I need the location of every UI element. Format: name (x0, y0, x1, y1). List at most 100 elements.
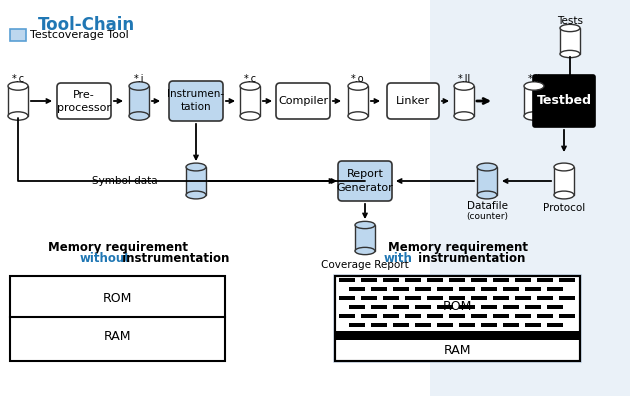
Bar (240, 86, 260, 116)
Bar (481, 323, 497, 327)
Bar (525, 323, 541, 327)
Ellipse shape (355, 248, 375, 255)
Bar (493, 314, 509, 318)
Bar (449, 278, 465, 282)
FancyBboxPatch shape (169, 81, 223, 121)
Bar (349, 323, 365, 327)
Bar (437, 323, 453, 327)
Ellipse shape (129, 82, 149, 90)
Bar (459, 305, 475, 309)
Text: without: without (80, 251, 131, 265)
Text: *.c: *.c (11, 74, 25, 84)
Bar (560, 28, 580, 54)
Text: *.c: *.c (243, 74, 256, 84)
Text: Report: Report (346, 169, 384, 179)
Bar (355, 225, 375, 251)
Text: *.o: *.o (351, 74, 365, 84)
Bar (525, 287, 541, 291)
Ellipse shape (524, 82, 544, 90)
Bar (383, 314, 399, 318)
Bar (361, 296, 377, 300)
Bar (559, 278, 575, 282)
Bar (335, 331, 580, 340)
Bar (503, 305, 519, 309)
Text: Memory requirement: Memory requirement (48, 240, 188, 253)
Bar (477, 167, 497, 195)
Bar (559, 314, 575, 318)
Text: processor: processor (57, 103, 111, 113)
FancyBboxPatch shape (387, 83, 439, 119)
Bar (454, 86, 474, 116)
Bar (427, 314, 443, 318)
Text: *.i: *.i (134, 74, 144, 84)
Bar (459, 323, 475, 327)
Bar (437, 305, 453, 309)
Text: Pre-: Pre- (73, 90, 95, 100)
Bar (339, 296, 355, 300)
Text: Memory requirement: Memory requirement (387, 240, 527, 253)
Bar (481, 305, 497, 309)
Bar (371, 287, 387, 291)
Text: tation: tation (181, 102, 211, 112)
FancyBboxPatch shape (10, 29, 26, 41)
Text: ROM: ROM (443, 300, 472, 313)
Bar (430, 0, 630, 396)
Text: (counter): (counter) (466, 211, 508, 221)
Bar (547, 305, 563, 309)
Bar (427, 278, 443, 282)
Text: instrumentation: instrumentation (415, 251, 526, 265)
Bar (537, 296, 553, 300)
Bar (349, 305, 365, 309)
Text: RAM: RAM (444, 344, 471, 357)
Bar (471, 278, 487, 282)
Ellipse shape (186, 163, 206, 171)
Bar (335, 276, 580, 361)
Bar (383, 278, 399, 282)
Bar (537, 278, 553, 282)
Text: Generator: Generator (336, 183, 393, 193)
Bar (415, 305, 431, 309)
Bar (405, 296, 421, 300)
FancyBboxPatch shape (57, 83, 111, 119)
Bar (437, 287, 453, 291)
Bar (339, 314, 355, 318)
Text: ROM: ROM (103, 292, 132, 305)
Text: instrumentation: instrumentation (118, 251, 229, 265)
Bar (405, 314, 421, 318)
Bar (383, 296, 399, 300)
Bar (415, 287, 431, 291)
Bar (393, 287, 409, 291)
Ellipse shape (477, 191, 497, 199)
Bar (559, 296, 575, 300)
Bar (493, 278, 509, 282)
Bar (129, 86, 149, 116)
Ellipse shape (8, 112, 28, 120)
Ellipse shape (186, 191, 206, 199)
Text: Testbed: Testbed (537, 95, 592, 107)
Ellipse shape (560, 50, 580, 58)
Text: Instrumen-: Instrumen- (168, 89, 224, 99)
Text: Testcoverage Tool: Testcoverage Tool (30, 30, 129, 40)
Ellipse shape (348, 82, 368, 90)
Bar (335, 276, 580, 361)
Ellipse shape (129, 112, 149, 120)
Ellipse shape (454, 112, 474, 120)
Bar (371, 305, 387, 309)
Text: Symbol data: Symbol data (93, 176, 158, 186)
FancyBboxPatch shape (276, 83, 330, 119)
Text: Coverage Report: Coverage Report (321, 260, 409, 270)
Ellipse shape (240, 82, 260, 90)
Ellipse shape (560, 25, 580, 32)
Ellipse shape (240, 112, 260, 120)
Ellipse shape (524, 112, 544, 120)
Bar (415, 323, 431, 327)
Bar (524, 86, 544, 116)
Bar (393, 305, 409, 309)
Text: RAM: RAM (104, 330, 131, 343)
Bar (547, 287, 563, 291)
Text: Datafile: Datafile (466, 201, 508, 211)
Bar (481, 287, 497, 291)
Bar (459, 287, 475, 291)
Text: *.ll: *.ll (457, 74, 471, 84)
Bar (348, 86, 368, 116)
